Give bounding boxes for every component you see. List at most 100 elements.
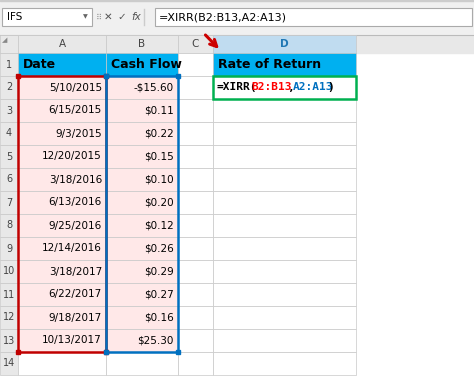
Bar bbox=[178, 145, 213, 168]
Text: 6/22/2017: 6/22/2017 bbox=[49, 289, 102, 300]
Text: 6/15/2015: 6/15/2015 bbox=[49, 106, 102, 115]
Text: 1: 1 bbox=[6, 60, 12, 70]
Bar bbox=[18, 99, 106, 122]
Bar bbox=[213, 329, 356, 352]
Text: $0.11: $0.11 bbox=[144, 106, 174, 115]
Bar bbox=[106, 352, 178, 375]
Text: =XIRR(B2:B13,A2:A13): =XIRR(B2:B13,A2:A13) bbox=[159, 12, 287, 22]
Bar bbox=[178, 214, 213, 237]
Bar bbox=[0, 35, 18, 53]
Text: B2:B13: B2:B13 bbox=[252, 82, 292, 92]
Text: 7: 7 bbox=[6, 197, 12, 207]
Bar bbox=[213, 260, 356, 283]
Bar bbox=[18, 283, 106, 306]
Text: 3: 3 bbox=[6, 106, 12, 115]
Text: $0.12: $0.12 bbox=[144, 221, 174, 231]
Bar bbox=[0, 283, 18, 306]
Text: A: A bbox=[58, 39, 65, 49]
Text: $0.27: $0.27 bbox=[144, 289, 174, 300]
Text: 5/10/2015: 5/10/2015 bbox=[49, 82, 102, 92]
Text: 9/18/2017: 9/18/2017 bbox=[49, 312, 102, 322]
Bar bbox=[18, 237, 106, 260]
Bar bbox=[106, 168, 178, 191]
Bar bbox=[104, 74, 108, 78]
Text: 12/14/2016: 12/14/2016 bbox=[42, 243, 102, 253]
Bar bbox=[18, 122, 106, 145]
Bar bbox=[213, 76, 356, 99]
Text: D: D bbox=[280, 39, 289, 49]
Text: $0.10: $0.10 bbox=[145, 175, 174, 185]
Bar bbox=[0, 99, 18, 122]
Text: ): ) bbox=[327, 82, 334, 92]
Text: 3/18/2016: 3/18/2016 bbox=[49, 175, 102, 185]
Bar bbox=[106, 76, 178, 99]
Bar bbox=[213, 237, 356, 260]
Text: $0.16: $0.16 bbox=[144, 312, 174, 322]
Bar bbox=[106, 53, 178, 76]
Text: 14: 14 bbox=[3, 358, 15, 368]
Bar bbox=[18, 53, 106, 76]
Bar bbox=[178, 283, 213, 306]
Bar bbox=[104, 74, 108, 78]
Bar bbox=[16, 74, 20, 78]
Text: IFS: IFS bbox=[7, 12, 22, 22]
Bar bbox=[0, 214, 18, 237]
Text: 12/20/2015: 12/20/2015 bbox=[42, 151, 102, 161]
Bar bbox=[0, 168, 18, 191]
Bar bbox=[213, 145, 356, 168]
Bar bbox=[106, 122, 178, 145]
Bar bbox=[0, 0, 474, 1]
Text: A2:A13: A2:A13 bbox=[292, 82, 333, 92]
Bar bbox=[155, 8, 472, 26]
Text: =XIRR(: =XIRR( bbox=[217, 82, 257, 92]
Text: fx: fx bbox=[131, 12, 141, 22]
Bar bbox=[18, 306, 106, 329]
Bar bbox=[0, 53, 18, 76]
Text: ◢: ◢ bbox=[2, 37, 8, 43]
Bar bbox=[178, 352, 213, 375]
Text: $0.26: $0.26 bbox=[144, 243, 174, 253]
Text: ✕: ✕ bbox=[104, 12, 112, 22]
Bar bbox=[0, 122, 18, 145]
Bar bbox=[0, 260, 18, 283]
Text: 12: 12 bbox=[3, 312, 15, 322]
Text: Cash Flow: Cash Flow bbox=[111, 58, 182, 71]
Bar bbox=[213, 283, 356, 306]
Text: B: B bbox=[138, 39, 146, 49]
Bar bbox=[106, 237, 178, 260]
Text: $0.15: $0.15 bbox=[144, 151, 174, 161]
Bar bbox=[178, 99, 213, 122]
Bar bbox=[0, 306, 18, 329]
Bar bbox=[106, 283, 178, 306]
Bar bbox=[213, 53, 356, 76]
Bar bbox=[106, 145, 178, 168]
Bar bbox=[0, 352, 18, 375]
Bar bbox=[178, 260, 213, 283]
Text: 6: 6 bbox=[6, 175, 12, 185]
Bar bbox=[176, 74, 180, 78]
Bar bbox=[178, 35, 213, 53]
Bar bbox=[18, 214, 106, 237]
Bar bbox=[106, 99, 178, 122]
Bar bbox=[18, 145, 106, 168]
Text: 8: 8 bbox=[6, 221, 12, 231]
Bar bbox=[0, 191, 18, 214]
Bar bbox=[18, 260, 106, 283]
Text: Rate of Return: Rate of Return bbox=[218, 58, 321, 71]
Bar bbox=[0, 35, 474, 53]
Bar bbox=[106, 35, 178, 53]
Bar bbox=[106, 260, 178, 283]
Text: $0.29: $0.29 bbox=[144, 267, 174, 276]
Bar bbox=[178, 237, 213, 260]
Bar bbox=[178, 191, 213, 214]
Bar bbox=[213, 99, 356, 122]
Bar bbox=[106, 329, 178, 352]
Bar bbox=[18, 352, 106, 375]
Text: -$15.60: -$15.60 bbox=[134, 82, 174, 92]
Bar bbox=[213, 76, 356, 99]
Bar bbox=[104, 350, 108, 354]
Bar bbox=[0, 329, 18, 352]
Bar bbox=[178, 168, 213, 191]
Bar bbox=[0, 237, 18, 260]
Text: 9: 9 bbox=[6, 243, 12, 253]
